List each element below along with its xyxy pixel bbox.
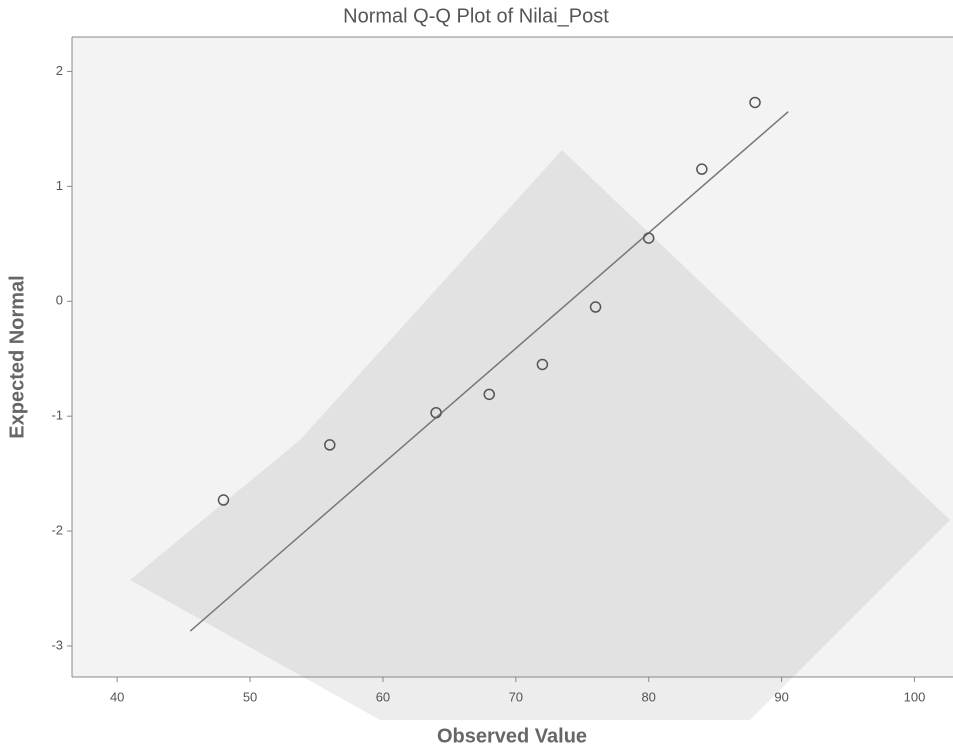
chart-title: Normal Q-Q Plot of Nilai_Post (343, 5, 609, 27)
point (589, 301, 602, 313)
x-axis-label: Observed Value (437, 725, 587, 747)
x-tick-label: 90 (774, 689, 788, 704)
y-tick-label: -2 (51, 523, 63, 538)
x-tick-label: 40 (110, 689, 124, 704)
x-tick-label: 60 (376, 689, 390, 704)
point (749, 96, 761, 109)
x-tick-label: 100 (904, 689, 926, 704)
y-tick-label: 2 (56, 63, 63, 78)
y-axis-label: Expected Normal (6, 275, 28, 438)
point (696, 163, 708, 175)
x-tick-label: 50 (243, 689, 257, 704)
y-tick-label: -1 (51, 408, 63, 423)
x-tick-label: 80 (641, 689, 655, 704)
y-tick-label: 1 (56, 178, 63, 193)
point (217, 494, 230, 506)
y-tick-label: 0 (56, 293, 63, 308)
x-tick-label: 70 (509, 689, 523, 704)
point (642, 232, 655, 244)
point (430, 406, 442, 419)
y-tick-label: -3 (51, 637, 63, 652)
point (483, 388, 495, 401)
watermark (130, 150, 950, 720)
point (324, 439, 336, 451)
reference-line (189, 111, 789, 632)
point (536, 358, 549, 371)
plot-background (72, 37, 953, 677)
